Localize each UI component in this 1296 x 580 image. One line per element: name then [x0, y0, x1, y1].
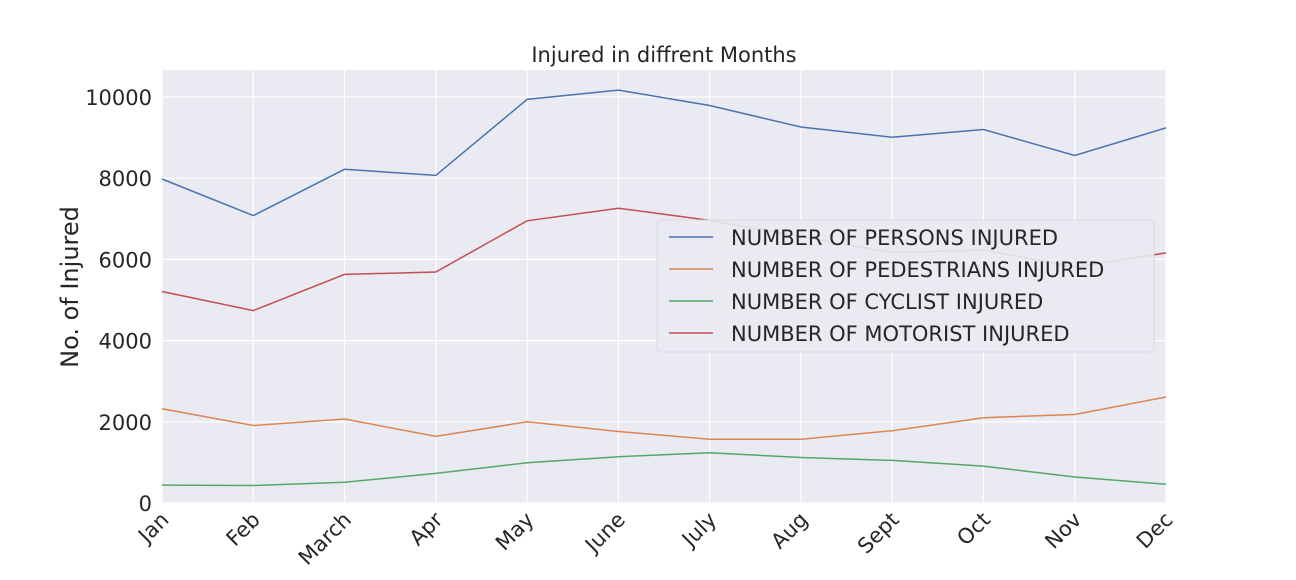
legend: NUMBER OF PERSONS INJURED NUMBER OF PEDES…: [657, 220, 1154, 352]
x-tick-label: Nov: [1040, 508, 1086, 554]
y-tick-label: 0: [139, 492, 152, 516]
y-tick-label: 10000: [85, 86, 152, 110]
x-tick-label: Dec: [1132, 508, 1178, 554]
x-tick-label: Sept: [853, 508, 904, 559]
legend-label: NUMBER OF PERSONS INJURED: [731, 226, 1058, 250]
x-tick-label: March: [294, 508, 356, 570]
y-axis-label: No. of Injured: [56, 206, 84, 368]
x-tick-label: Oct: [952, 508, 995, 551]
chart-title: Injured in diffrent Months: [531, 43, 796, 67]
x-tick-label: Feb: [222, 508, 265, 551]
legend-label: NUMBER OF PEDESTRIANS INJURED: [731, 258, 1104, 282]
x-tick-label: June: [579, 508, 630, 559]
x-tick-label: Aug: [766, 508, 812, 554]
y-tick-labels: 0 2000 4000 6000 8000 10000: [85, 86, 152, 516]
legend-label: NUMBER OF MOTORIST INJURED: [731, 322, 1070, 346]
y-tick-label: 2000: [99, 411, 152, 435]
y-tick-label: 6000: [99, 248, 152, 272]
x-tick-label: July: [676, 508, 721, 553]
y-tick-label: 4000: [99, 330, 152, 354]
y-tick-label: 8000: [99, 167, 152, 191]
x-tick-label: May: [491, 508, 539, 556]
x-tick-label: Apr: [405, 507, 448, 550]
legend-label: NUMBER OF CYCLIST INJURED: [731, 290, 1043, 314]
